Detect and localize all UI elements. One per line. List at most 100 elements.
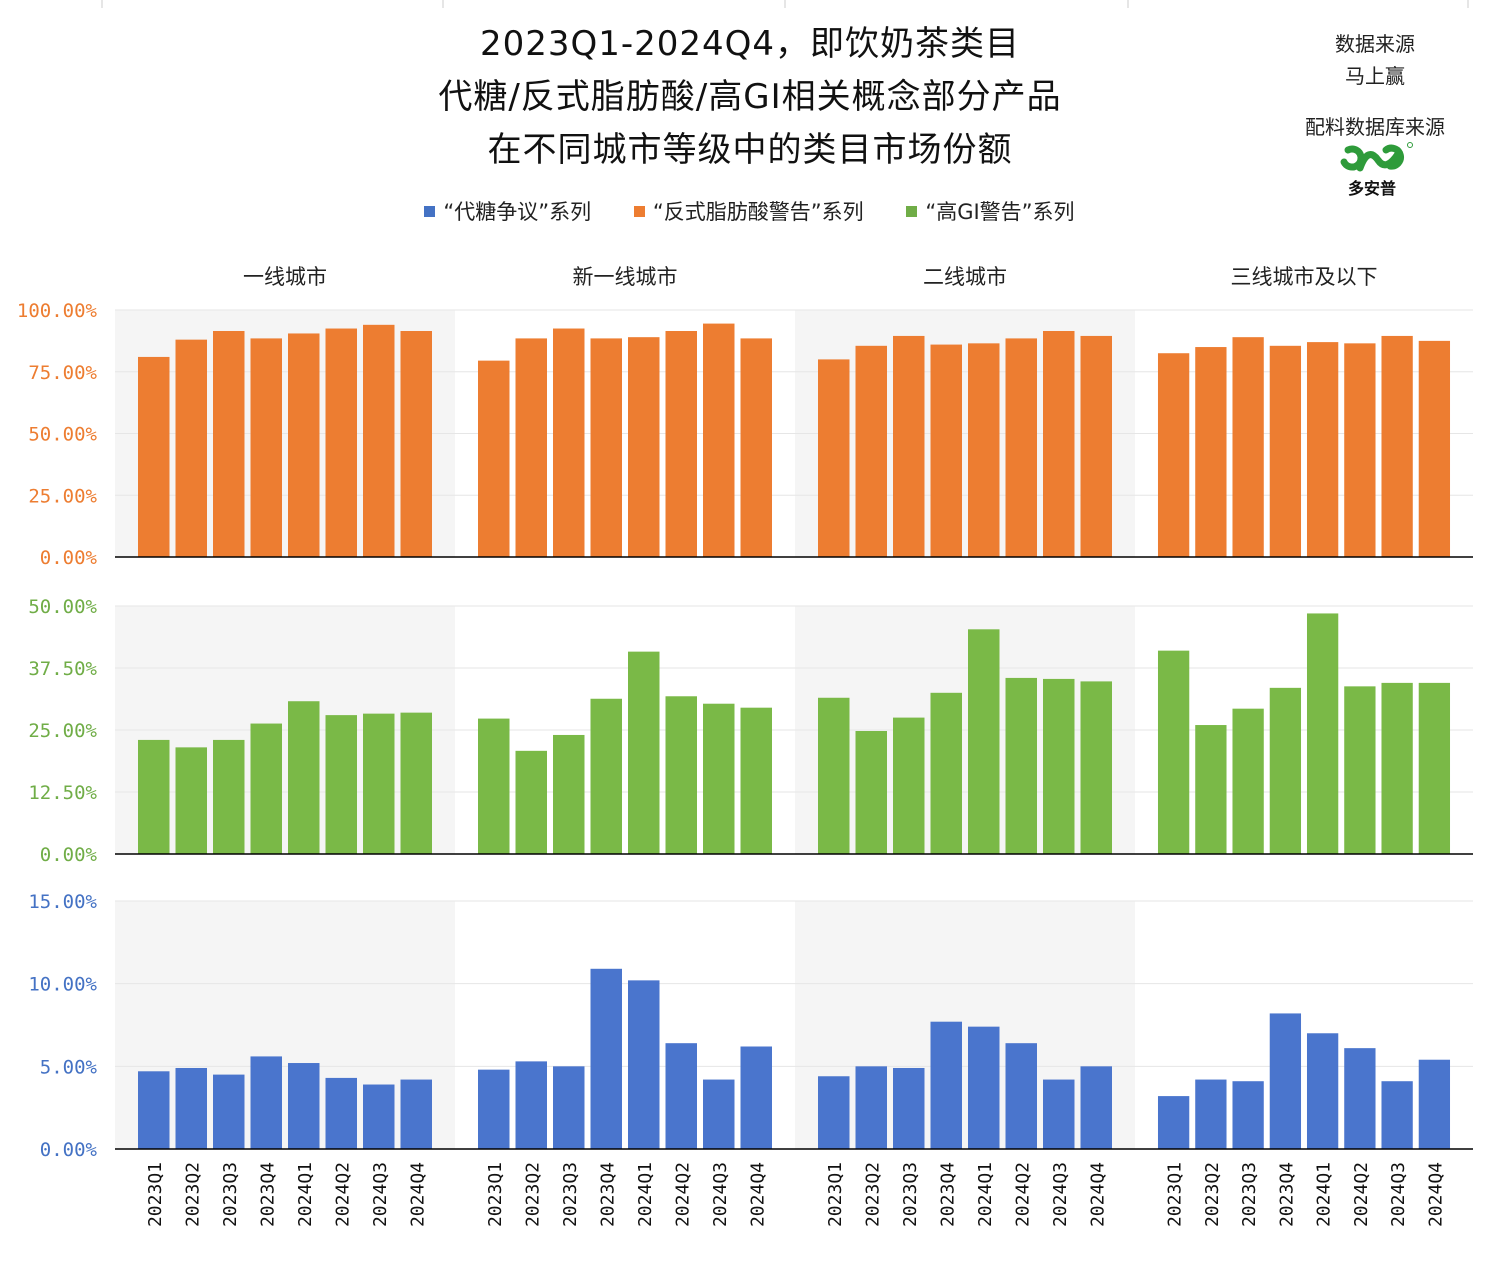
- bar-r2-p3-c3: [1269, 1013, 1302, 1149]
- legend-label-high-gi: “高GI警告”系列: [925, 200, 1075, 224]
- x-tick-label-p1-c0: 2023Q1: [485, 1162, 506, 1227]
- bar-r0-p3-c3: [1269, 345, 1302, 557]
- bar-r1-p1-c2: [553, 734, 585, 854]
- bar-r0-p3-c1: [1195, 347, 1227, 557]
- x-tick-label-p3-c0: 2023Q1: [1165, 1162, 1186, 1227]
- bar-r1-p2-c0: [818, 697, 850, 854]
- legend-swatch-sweetener: [424, 205, 436, 217]
- x-tick-label-p2-c7: 2024Q4: [1087, 1162, 1108, 1227]
- bar-r0-p1-c1: [515, 338, 547, 557]
- legend-swatch-high-gi: [906, 205, 918, 217]
- x-tick-label-p0-c1: 2023Q2: [182, 1162, 203, 1227]
- bar-r0-p3-c6: [1381, 335, 1413, 557]
- x-tick-label-p1-c2: 2023Q3: [560, 1162, 581, 1227]
- panel-shade-r2-p2: [795, 901, 1135, 1149]
- chart-title: 2023Q1-2024Q4，即饮奶茶类目 代糖/反式脂肪酸/高GI相关概念部分产…: [230, 18, 1270, 177]
- bar-r2-p0-c2: [213, 1074, 245, 1149]
- x-tick-label-p0-c0: 2023Q1: [145, 1162, 166, 1227]
- x-tick-label-p1-c1: 2023Q2: [522, 1162, 543, 1227]
- x-tick-label-p2-c6: 2024Q3: [1050, 1162, 1071, 1227]
- legend-label-trans-fat: “反式脂肪酸警告”系列: [652, 200, 864, 224]
- bar-r1-p0-c0: [138, 739, 170, 854]
- bar-r2-p3-c7: [1418, 1059, 1451, 1149]
- bar-r2-p1-c3: [590, 968, 622, 1149]
- bar-r1-p2-c5: [1005, 677, 1037, 854]
- bar-r0-p3-c0: [1157, 353, 1190, 557]
- x-tick-label-p0-c6: 2024Q3: [370, 1162, 391, 1227]
- bar-r1-p0-c5: [325, 715, 357, 854]
- legend-item-trans-fat: “反式脂肪酸警告”系列: [633, 196, 864, 226]
- bar-r1-p1-c7: [740, 707, 772, 854]
- x-tick-label-p2-c4: 2024Q1: [975, 1162, 996, 1227]
- x-tick-label-p3-c6: 2024Q3: [1388, 1162, 1409, 1227]
- bar-r1-p1-c1: [515, 750, 547, 854]
- bar-r1-p3-c5: [1344, 686, 1376, 854]
- legend-label-sweetener: “代糖争议”系列: [443, 200, 592, 224]
- bar-r0-p3-c7: [1418, 340, 1451, 557]
- bar-r2-p2-c0: [818, 1076, 850, 1149]
- bar-r0-p0-c4: [288, 333, 320, 557]
- x-tick-label-p1-c3: 2023Q4: [597, 1162, 618, 1227]
- y-tick-label-r2-1: 5.00%: [40, 1056, 98, 1078]
- bar-r1-p1-c0: [478, 718, 510, 854]
- bar-r0-p2-c4: [968, 343, 1000, 557]
- bar-r2-p0-c0: [138, 1071, 170, 1149]
- bar-r1-p2-c6: [1043, 678, 1075, 854]
- legend: “代糖争议”系列 “反式脂肪酸警告”系列 “高GI警告”系列: [0, 196, 1499, 226]
- legend-item-high-gi: “高GI警告”系列: [906, 196, 1075, 226]
- logo-text: 多安普: [1348, 179, 1396, 198]
- bar-r0-p2-c0: [818, 359, 850, 557]
- bar-r1-p0-c2: [213, 739, 245, 854]
- bar-r1-p3-c2: [1232, 708, 1264, 854]
- y-tick-label-r1-0: 0.00%: [40, 844, 98, 866]
- bar-r1-p2-c4: [968, 629, 1000, 854]
- panel-title-2: 二线城市: [923, 265, 1007, 289]
- bar-r1-p0-c1: [175, 747, 207, 854]
- title-line-2: 代糖/反式脂肪酸/高GI相关概念部分产品: [438, 77, 1062, 117]
- bar-r0-p3-c4: [1306, 342, 1339, 557]
- legend-swatch-trans-fat: [633, 205, 645, 217]
- x-tick-label-p1-c5: 2024Q2: [672, 1162, 693, 1227]
- panel-title-3: 三线城市及以下: [1231, 265, 1378, 289]
- y-tick-label-r0-3: 75.00%: [28, 362, 97, 384]
- panel-title-0: 一线城市: [243, 265, 327, 289]
- legend-item-sweetener: “代糖争议”系列: [424, 196, 591, 226]
- x-tick-label-p3-c1: 2023Q2: [1202, 1162, 1223, 1227]
- source-name: 马上赢: [1345, 64, 1405, 88]
- y-tick-label-r2-0: 0.00%: [40, 1139, 98, 1161]
- y-tick-label-r1-1: 12.50%: [28, 782, 97, 804]
- bar-r0-p2-c7: [1080, 335, 1112, 557]
- bar-r2-p0-c5: [325, 1077, 357, 1149]
- bar-r2-p2-c2: [893, 1067, 925, 1149]
- bar-r1-p3-c3: [1269, 687, 1302, 854]
- x-tick-label-p2-c2: 2023Q3: [900, 1162, 921, 1227]
- bar-r2-p2-c1: [855, 1066, 887, 1149]
- bar-r2-p1-c6: [703, 1079, 735, 1149]
- bar-r2-p1-c7: [740, 1046, 772, 1149]
- bar-r0-p1-c6: [703, 323, 735, 557]
- x-tick-label-p1-c6: 2024Q3: [710, 1162, 731, 1227]
- x-tick-label-p0-c2: 2023Q3: [220, 1162, 241, 1227]
- bar-r1-p0-c7: [400, 712, 432, 854]
- bar-r0-p2-c3: [930, 344, 962, 557]
- bar-r1-p3-c1: [1195, 725, 1227, 854]
- panel-title-1: 新一线城市: [573, 265, 678, 289]
- panel-shade-r2-p0: [115, 901, 455, 1149]
- bar-r0-p1-c7: [740, 338, 772, 557]
- source-label: 数据来源: [1335, 32, 1415, 56]
- bar-r1-p2-c7: [1080, 681, 1112, 854]
- bar-r2-p2-c4: [968, 1026, 1000, 1149]
- bar-r2-p1-c2: [553, 1066, 585, 1149]
- bar-r0-p3-c5: [1344, 343, 1376, 557]
- ingredient-source-label: 配料数据库来源: [1305, 115, 1445, 139]
- bar-r0-p2-c5: [1005, 338, 1037, 557]
- x-tick-label-p0-c7: 2024Q4: [407, 1162, 428, 1227]
- x-tick-label-p0-c4: 2024Q1: [295, 1162, 316, 1227]
- x-tick-label-p3-c5: 2024Q2: [1351, 1162, 1372, 1227]
- x-tick-label-p3-c4: 2024Q1: [1314, 1162, 1335, 1227]
- bar-r0-p1-c0: [478, 360, 510, 557]
- bar-r2-p2-c6: [1043, 1079, 1075, 1149]
- bar-r1-p1-c6: [703, 703, 735, 854]
- bar-r1-p3-c0: [1157, 650, 1190, 854]
